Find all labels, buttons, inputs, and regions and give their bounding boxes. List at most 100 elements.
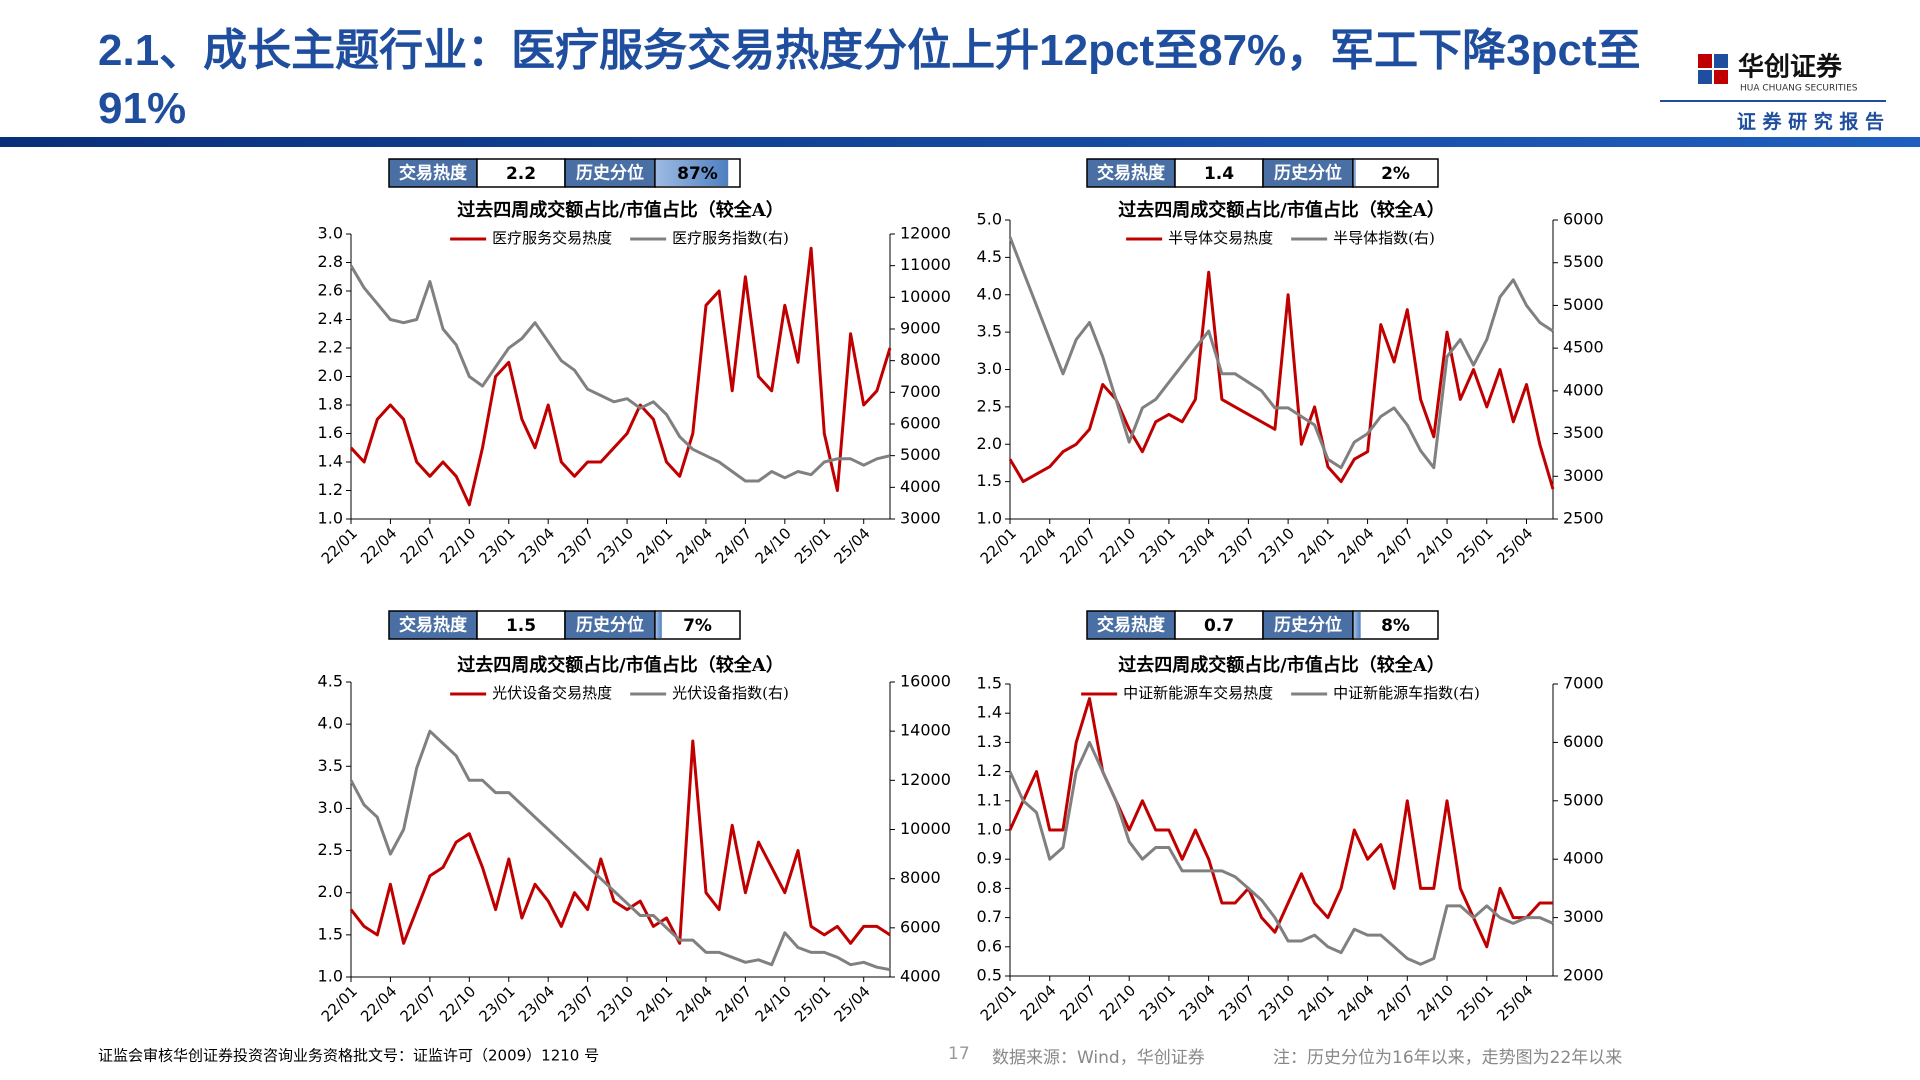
- stats-cell: [564, 610, 656, 640]
- series-line: [1008, 270, 1555, 490]
- stats-label: 历史分位: [1274, 615, 1342, 636]
- note: 注：历史分位为16年以来，走势图为22年以来: [1273, 1048, 1622, 1068]
- stats-label: 历史分位: [576, 163, 644, 184]
- page-title: 2.1、成长主题行业：医疗服务交易热度分位上升12pct至87%，军工下降3pc…: [98, 26, 1641, 133]
- stats-value: 1.4: [1204, 164, 1234, 184]
- x-tick-label: 22/07: [397, 524, 440, 567]
- logo-icon: [1698, 70, 1712, 84]
- percentile-fill: [1354, 612, 1361, 638]
- stats-value: 8%: [1381, 616, 1410, 636]
- y-tick-label: 2.0: [318, 366, 343, 385]
- x-tick-label: 22/01: [318, 982, 361, 1025]
- series-line: [1008, 236, 1554, 470]
- y-tick-label: 0.9: [977, 849, 1002, 868]
- license: 证监会审核华创证券投资咨询业务资格批文号：证监许可（2009）1210 号: [98, 1047, 599, 1065]
- y-tick-label: 2.0: [318, 882, 343, 901]
- x-tick-label: 24/01: [633, 982, 676, 1025]
- x-tick-label: 23/10: [1255, 981, 1298, 1024]
- stats-cell: [1086, 158, 1176, 188]
- x-tick-label: 22/04: [357, 524, 400, 567]
- legend-label: 医疗服务指数(右): [672, 229, 789, 247]
- legend-label: 医疗服务交易热度: [492, 229, 612, 247]
- chart-title: 过去四周成交额占比/市值占比（较全A）: [1118, 654, 1445, 676]
- x-tick-label: 22/10: [1096, 524, 1139, 567]
- y2-tick-label: 5000: [1563, 790, 1604, 809]
- stats-cell: [654, 610, 741, 640]
- chart-title: 过去四周成交额占比/市值占比（较全A）: [457, 654, 784, 676]
- y2-tick-label: 8000: [900, 350, 941, 369]
- y-tick-label: 3.0: [318, 798, 343, 817]
- series-line: [349, 739, 891, 945]
- x-tick-label: 25/04: [830, 524, 873, 567]
- y-tick-label: 1.3: [977, 732, 1002, 751]
- y2-tick-label: 6000: [1563, 210, 1604, 229]
- y2-tick-label: 4000: [900, 477, 941, 496]
- y2-tick-label: 4000: [1563, 849, 1604, 868]
- series-line: [1008, 697, 1553, 949]
- y-tick-label: 1.2: [977, 761, 1002, 780]
- y-tick-label: 5.0: [977, 210, 1002, 229]
- x-tick-label: 23/10: [594, 982, 637, 1025]
- series-line: [349, 264, 891, 483]
- x-tick-label: 23/04: [515, 982, 558, 1025]
- stats-label: 历史分位: [576, 615, 644, 636]
- subtitle: 证 券 研 究 报 告: [1737, 110, 1884, 133]
- x-tick-label: 22/01: [977, 981, 1020, 1024]
- logo-icon: [1714, 54, 1728, 68]
- x-tick-label: 24/04: [1334, 981, 1377, 1024]
- series-line: [1008, 740, 1554, 966]
- x-tick-label: 23/01: [475, 524, 518, 567]
- x-tick-label: 24/01: [1295, 981, 1338, 1024]
- y-tick-label: 4.5: [977, 247, 1002, 266]
- stats-cell: [1174, 158, 1264, 188]
- x-tick-label: 24/01: [633, 524, 676, 567]
- y-tick-label: 0.7: [977, 907, 1002, 926]
- x-tick-label: 23/01: [1136, 981, 1179, 1024]
- stats-value: 7%: [683, 616, 712, 636]
- stats-cell: [388, 610, 478, 640]
- y-tick-label: 2.8: [318, 252, 343, 271]
- y-tick-label: 1.5: [977, 471, 1002, 490]
- source: 数据来源：Wind，华创证券: [992, 1048, 1205, 1068]
- x-tick-label: 23/04: [1175, 524, 1218, 567]
- percentile-fill: [656, 612, 662, 638]
- stats-value: 2.2: [506, 164, 536, 184]
- stats-label: 交易热度: [1097, 615, 1166, 636]
- y2-tick-label: 14000: [900, 721, 951, 740]
- y2-tick-label: 7000: [1563, 674, 1604, 693]
- x-tick-label: 22/10: [436, 982, 479, 1025]
- stats-label: 交易热度: [399, 163, 468, 184]
- legend-label: 中证新能源车交易热度: [1123, 684, 1273, 702]
- x-tick-label: 23/07: [1215, 981, 1258, 1024]
- stats-cell: [564, 158, 656, 188]
- x-tick-label: 22/01: [977, 524, 1020, 567]
- x-tick-label: 25/04: [1493, 524, 1536, 567]
- y2-tick-label: 3000: [1563, 907, 1604, 926]
- chart-title: 过去四周成交额占比/市值占比（较全A）: [457, 199, 784, 221]
- stats-cell: [1352, 610, 1439, 640]
- header-bar: [0, 137, 1920, 147]
- y-tick-label: 2.6: [318, 281, 343, 300]
- y-tick-label: 4.5: [318, 672, 343, 691]
- page-number: 17: [948, 1044, 970, 1064]
- y-tick-label: 0.6: [977, 936, 1002, 955]
- y-tick-label: 1.0: [318, 509, 343, 528]
- y2-tick-label: 16000: [900, 672, 951, 691]
- logo-en: HUA CHUANG SECURITIES: [1740, 84, 1858, 94]
- y-tick-label: 1.0: [977, 509, 1002, 528]
- y2-tick-label: 6000: [900, 414, 941, 433]
- y-tick-label: 3.0: [318, 224, 343, 243]
- y2-tick-label: 5000: [1563, 295, 1604, 314]
- y2-tick-label: 11000: [900, 255, 951, 274]
- y-tick-label: 2.4: [318, 309, 343, 328]
- chart-title: 过去四周成交额占比/市值占比（较全A）: [1118, 199, 1445, 221]
- legend-label: 半导体指数(右): [1333, 229, 1435, 247]
- y2-tick-label: 2000: [1563, 966, 1604, 985]
- x-tick-label: 24/07: [1374, 981, 1417, 1024]
- x-tick-label: 22/04: [1016, 524, 1059, 567]
- logo-icon: [1698, 54, 1712, 68]
- stats-cell: [1262, 158, 1354, 188]
- y-tick-label: 1.4: [977, 703, 1002, 722]
